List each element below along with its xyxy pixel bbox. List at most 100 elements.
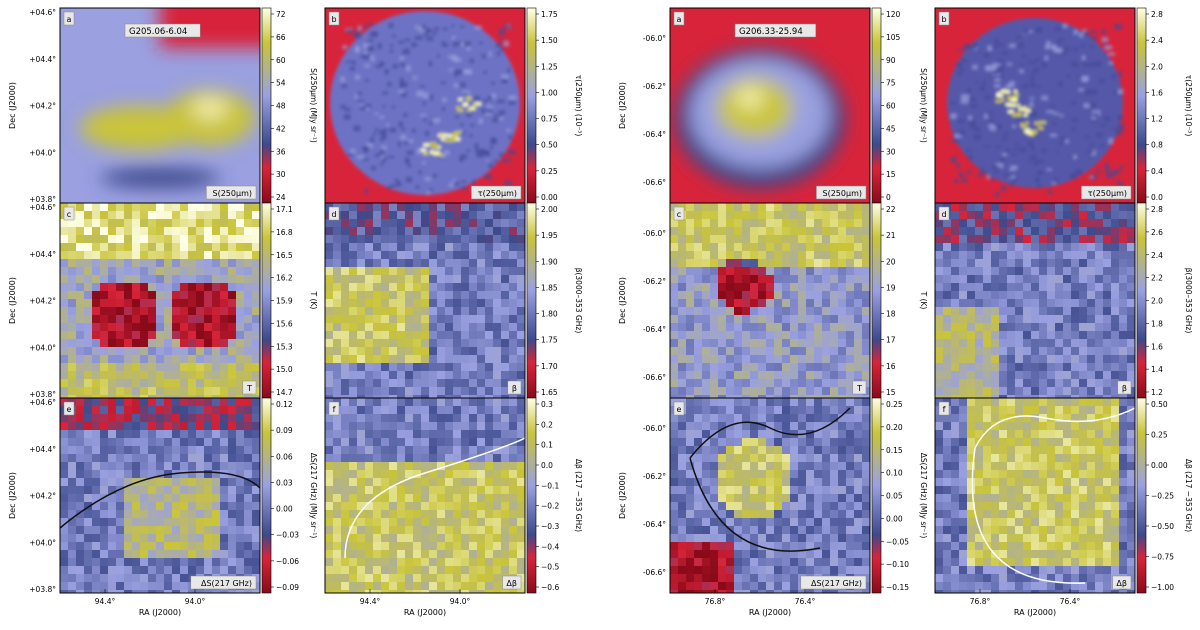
colorbar-tick-label: 60: [886, 102, 896, 111]
colorbar-tick-label: −0.1: [541, 481, 559, 490]
colorbar-tick-label: 0.20: [886, 423, 903, 432]
panel-letter-box: [938, 206, 950, 221]
colorbar-tick-label: 72: [276, 10, 286, 19]
colorbar-tick-label: 18: [886, 310, 896, 319]
colorbar: [871, 202, 882, 399]
panel-1-f: f Δβ 0.50 0.25 0.00 −0.25 −0.50 −0.75 −1.00 Δβ (2…: [934, 397, 1193, 617]
panel-letter: c: [677, 210, 681, 219]
quantity-label: τ(250μm): [478, 189, 517, 198]
colorbar: [526, 397, 537, 594]
colorbar-tick-label: 2.8: [1151, 205, 1163, 214]
colorbar-tick-label: 30: [276, 170, 286, 179]
panel-letter: d: [331, 210, 336, 219]
y-tick-label: +04.6°: [29, 203, 56, 212]
colorbar-tick-label: 16: [886, 362, 896, 371]
panel-letter: f: [333, 405, 336, 414]
colorbar-tick-label: −0.6: [541, 583, 559, 592]
x-tick-label: 94.0°: [185, 597, 206, 606]
colorbar: [1136, 7, 1147, 204]
y-tick-label: +04.2°: [29, 492, 56, 501]
y-tick-label: +04.6°: [29, 8, 56, 17]
panel-letter: c: [67, 210, 71, 219]
panel-1-a: a S(250μm) G206.33-25.94 120 105 90 75 60 45 30 15…: [618, 7, 928, 204]
y-tick-label: +04.2°: [29, 102, 56, 111]
map-image: [325, 203, 525, 398]
colorbar-tick-label: 0.0: [1151, 193, 1163, 202]
panel-letter-box: [938, 11, 950, 26]
quantity-label: T: [856, 384, 862, 393]
colorbar-tick-label: 0.8: [1151, 141, 1163, 150]
colorbar-label: T (K): [919, 291, 928, 310]
y-tick-label: +04.0°: [29, 343, 56, 352]
colorbar-tick-label: 1.2: [1151, 388, 1163, 397]
quantity-label-box: [1112, 575, 1132, 590]
y-tick-label: -06.2°: [643, 472, 666, 481]
colorbar-label: Δβ (217 −353 GHz): [574, 459, 583, 532]
quantity-label-box: [190, 575, 257, 590]
colorbar-tick-label: −0.03: [276, 531, 299, 540]
colorbar-tick-label: 54: [276, 79, 286, 88]
map-image: [60, 398, 260, 593]
colorbar: [261, 202, 272, 399]
quantity-label: T: [246, 384, 252, 393]
colorbar-tick-label: 1.70: [541, 362, 558, 371]
quantity-label-box: [800, 575, 867, 590]
colorbar: [1136, 397, 1147, 594]
colorbar-label: S(250μm) (MJy sr⁻¹): [919, 68, 928, 143]
panel-frame: [324, 397, 526, 594]
colorbar-tick-label: 1.00: [541, 88, 558, 97]
quantity-label-box: [852, 380, 867, 395]
colorbar-tick-label: 36: [276, 147, 286, 156]
y-tick-label: -06.2°: [643, 277, 666, 286]
panel-letter-box: [63, 11, 75, 26]
colorbar-tick-label: 105: [886, 33, 901, 42]
colorbar-tick-label: 0.03: [276, 478, 293, 487]
quantity-label-box: [1117, 380, 1132, 395]
panel-0-d: d β 2.00 1.95 1.90 1.85 1.80 1.75 1.70 1.65 β(3000…: [324, 202, 583, 399]
map-image: [325, 398, 525, 593]
colorbar-tick-label: 2.0: [1151, 297, 1163, 306]
panel-1-d: d β 2.8 2.6 2.4 2.2 2.0 1.8 1.6 1.4 1.2 β(3000–353 …: [934, 202, 1193, 399]
colorbar-tick-label: 1.50: [541, 36, 558, 45]
panel-letter: e: [67, 405, 72, 414]
colorbar-tick-label: 1.2: [1151, 115, 1163, 124]
colorbar-tick-label: 1.75: [541, 336, 558, 345]
y-tick-label: -06.6°: [643, 373, 666, 382]
panel-letter: a: [67, 15, 72, 24]
colorbar-tick-label: 15.3: [276, 342, 293, 351]
colorbar-tick-label: 16.8: [276, 228, 293, 237]
colorbar-tick-label: 15: [886, 170, 896, 179]
y-tick-label: -06.2°: [643, 82, 666, 91]
y-tick-label: -06.0°: [643, 229, 666, 238]
colorbar-tick-label: 15.0: [276, 365, 293, 374]
panel-letter-box: [328, 11, 340, 26]
colorbar-tick-label: −1.00: [1151, 583, 1174, 592]
colorbar-tick-label: 0.10: [886, 469, 903, 478]
colorbar-tick-label: 0.0: [541, 461, 553, 470]
y-axis-label: Dec (J2000): [618, 82, 627, 129]
colorbar-label: S(250μm) (MJy sr⁻¹): [309, 68, 318, 143]
colorbar-label: β(3000–353 GHz): [1184, 268, 1193, 334]
colorbar-tick-label: −0.75: [1151, 553, 1174, 562]
quantity-label: S(250μm): [213, 189, 252, 198]
colorbar-tick-label: 1.65: [541, 388, 558, 397]
colorbar-tick-label: 1.4: [1151, 365, 1163, 374]
panel-1-b: b τ(250μm) 2.8 2.4 2.0 1.6 1.2 0.8 0.4 0.0 τ(250μm…: [934, 7, 1193, 204]
panel-letter-box: [63, 206, 75, 221]
colorbar-tick-label: 0.3: [541, 400, 553, 409]
quantity-label-box: [242, 380, 257, 395]
colorbar-tick-label: 1.25: [541, 62, 558, 71]
colorbar-tick-label: 90: [886, 56, 896, 65]
panel-0-f: f Δβ 0.3 0.2 0.1 0.0 −0.1 −0.2 −0.3 −0.4 −0.5 −0.6 Δ…: [324, 397, 583, 617]
panel-letter-box: [673, 401, 685, 416]
y-tick-label: -06.0°: [643, 424, 666, 433]
colorbar-tick-label: 19: [886, 283, 896, 292]
panel-letter: b: [331, 15, 336, 24]
colorbar-tick-label: 1.80: [541, 310, 558, 319]
y-tick-label: +04.6°: [29, 398, 56, 407]
colorbar-tick-label: −0.10: [886, 560, 909, 569]
colorbar-tick-label: 0.2: [541, 420, 553, 429]
colorbar: [261, 397, 272, 594]
colorbar-tick-label: 0.06: [276, 452, 293, 461]
colorbar-tick-label: 0.09: [276, 426, 293, 435]
